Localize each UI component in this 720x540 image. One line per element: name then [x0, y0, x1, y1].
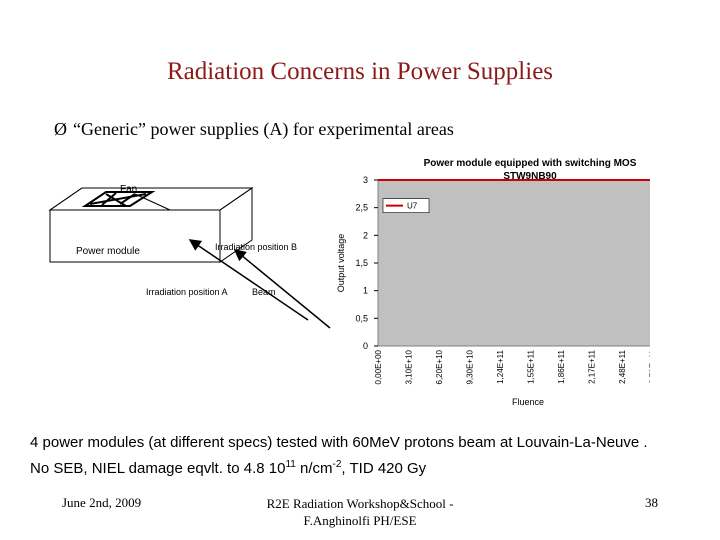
- y-tick-label: 3: [363, 175, 368, 185]
- y-tick-label: 0: [363, 341, 368, 351]
- x-tick-label: 2,79E+11: [649, 349, 651, 383]
- bullet-text: “Generic” power supplies (A) for experim…: [73, 119, 454, 139]
- x-tick-label: 3,10E+10: [405, 349, 414, 384]
- y-axis-label: Output voltage: [336, 234, 346, 293]
- power-module-box: [48, 187, 254, 263]
- footer-center-line1: R2E Radiation Workshop&School -: [266, 496, 454, 511]
- beam-label: Beam: [252, 287, 276, 297]
- footer-date: June 2nd, 2009: [62, 495, 142, 510]
- x-tick-label: 6,20E+10: [435, 349, 444, 384]
- x-tick-label: 1,86E+11: [557, 349, 566, 383]
- x-tick-label: 0,00E+00: [374, 349, 383, 384]
- legend-label: U7: [407, 202, 418, 211]
- x-tick-label: 9,30E+10: [466, 349, 475, 384]
- y-tick-label: 0,5: [355, 313, 368, 323]
- x-axis-label: Fluence: [512, 397, 544, 407]
- y-tick-label: 1: [363, 286, 368, 296]
- page-number: 38: [645, 495, 658, 510]
- fluence-chart: Power module equipped with switching MOS…: [336, 158, 651, 407]
- y-tick-label: 2,5: [355, 203, 368, 213]
- footnote: 4 power modules (at different specs) tes…: [30, 432, 648, 480]
- y-tick-label: 2: [363, 230, 368, 240]
- footnote-line2: No SEB, NIEL damage eqvlt. to 4.8 1011 n…: [30, 459, 427, 477]
- legend-box: [382, 198, 430, 213]
- setup-diagram: Fan Power module Irradiation position B …: [48, 184, 331, 329]
- beam-arrow-a: [233, 249, 331, 329]
- x-tick-label: 1,24E+11: [496, 349, 505, 383]
- slide-title: Radiation Concerns in Power Supplies: [166, 58, 554, 85]
- footer-center-line2: F.Anghinolfi PH/ESE: [303, 513, 417, 528]
- chart-title-line2: STW9NB90: [503, 171, 557, 182]
- footnote-line1: 4 power modules (at different specs) tes…: [30, 434, 648, 451]
- power-module-label: Power module: [76, 246, 140, 257]
- fan-label: Fan: [120, 184, 137, 195]
- chart-title-line1: Power module equipped with switching MOS: [424, 158, 637, 169]
- bullet-point: Ø “Generic” power supplies (A) for experi…: [54, 119, 454, 140]
- fan-icon: [81, 191, 156, 207]
- irradiation-position-b-label: Irradiation position B: [215, 242, 297, 252]
- x-tick-label: 2,48E+11: [618, 349, 627, 383]
- irradiation-position-a-label: Irradiation position A: [146, 287, 228, 297]
- beam-arrow-b: [188, 239, 309, 321]
- x-tick-label: 1,55E+11: [527, 349, 536, 383]
- x-tick-label: 2,17E+11: [588, 349, 597, 383]
- y-tick-label: 1,5: [355, 258, 368, 268]
- bullet-arrow-icon: Ø: [54, 119, 67, 139]
- footer-center: R2E Radiation Workshop&School - F.Anghin…: [250, 495, 470, 529]
